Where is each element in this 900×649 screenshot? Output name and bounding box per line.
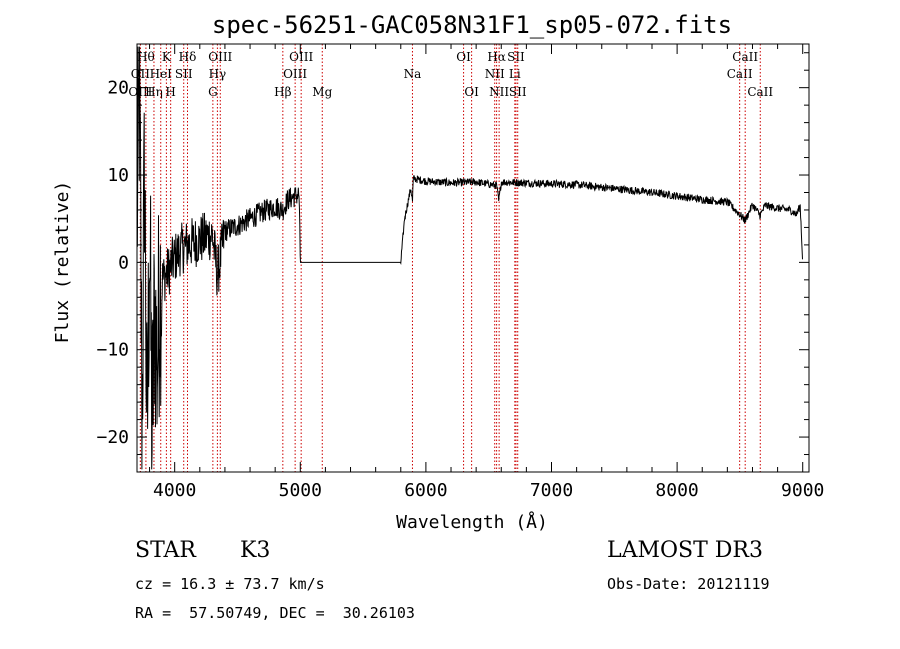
x-tick-label: 6000 [404, 480, 447, 501]
y-tick-label: 10 [107, 165, 129, 186]
spectral-line-label: OIII [283, 67, 307, 81]
spectral-line-label: CaII [747, 85, 773, 99]
spectral-line-label: SII [175, 67, 193, 81]
spectral-line-label: Hα [487, 50, 506, 64]
spectral-line-label: G [208, 85, 218, 99]
spectral-line-label: Hη [145, 85, 163, 99]
x-tick-label: 7000 [530, 480, 573, 501]
spectral-line-label: NII [489, 85, 509, 99]
redshift-text: cz = 16.3 ± 73.7 km/s [135, 575, 325, 593]
y-tick-label: −10 [96, 340, 129, 361]
spectrum-line [136, 46, 803, 470]
spectral-line-label: Mg [312, 85, 332, 99]
spectral-line-label: CaII [727, 67, 753, 81]
chart-title: spec-56251-GAC058N31F1_sp05-072.fits [212, 11, 732, 39]
spectral-line-label: K [162, 50, 172, 64]
spectral-line-label: Hβ [274, 85, 291, 99]
axes: 4000 5000 6000 7000 8000 9000 −20 −10 0 10 20 [96, 44, 824, 501]
object-subclass: K3 [240, 538, 271, 563]
spectral-line-label: Hθ [137, 50, 155, 64]
spectral-line-label: HeI [150, 67, 173, 81]
spectral-line-label: Na [404, 67, 422, 81]
spectral-line-label: NII [485, 67, 505, 81]
x-tick-label: 9000 [781, 480, 824, 501]
y-axis-label: Flux (relative) [52, 181, 73, 344]
spectral-line-label: OIII [128, 85, 152, 99]
spectral-line-label: SII [507, 50, 525, 64]
spectral-line-label: Li [509, 67, 521, 81]
object-class: STAR [135, 538, 196, 563]
x-tick-label: 4000 [153, 480, 196, 501]
y-tick-label: 20 [107, 78, 129, 99]
spectral-line-label: H [165, 85, 175, 99]
x-tick-label: 5000 [279, 480, 322, 501]
spectral-line-label: CaII [732, 50, 758, 64]
x-tick-label: 8000 [655, 480, 698, 501]
coordinates-text: RA = 57.50749, DEC = 30.26103 [135, 604, 415, 622]
y-tick-label: −20 [96, 427, 129, 448]
obs-date-text: Obs-Date: 20121119 [607, 575, 770, 593]
spectral-line-label: OII [131, 67, 151, 81]
spectral-line-label: Hδ [179, 50, 197, 64]
spectral-line-label: SII [509, 85, 527, 99]
plot-frame [136, 43, 810, 473]
y-tick-label: 0 [118, 252, 129, 273]
spectrum-series [136, 46, 803, 470]
spectral-line-label: OI [464, 85, 479, 99]
spectral-line-label: OIII [289, 50, 313, 64]
x-axis-label: Wavelength (Å) [396, 511, 548, 533]
survey-name: LAMOST DR3 [607, 538, 763, 563]
spectral-line-label: OI [456, 50, 471, 64]
spectral-line-label: Hγ [209, 67, 227, 81]
spectral-line-label: OIII [208, 50, 232, 64]
